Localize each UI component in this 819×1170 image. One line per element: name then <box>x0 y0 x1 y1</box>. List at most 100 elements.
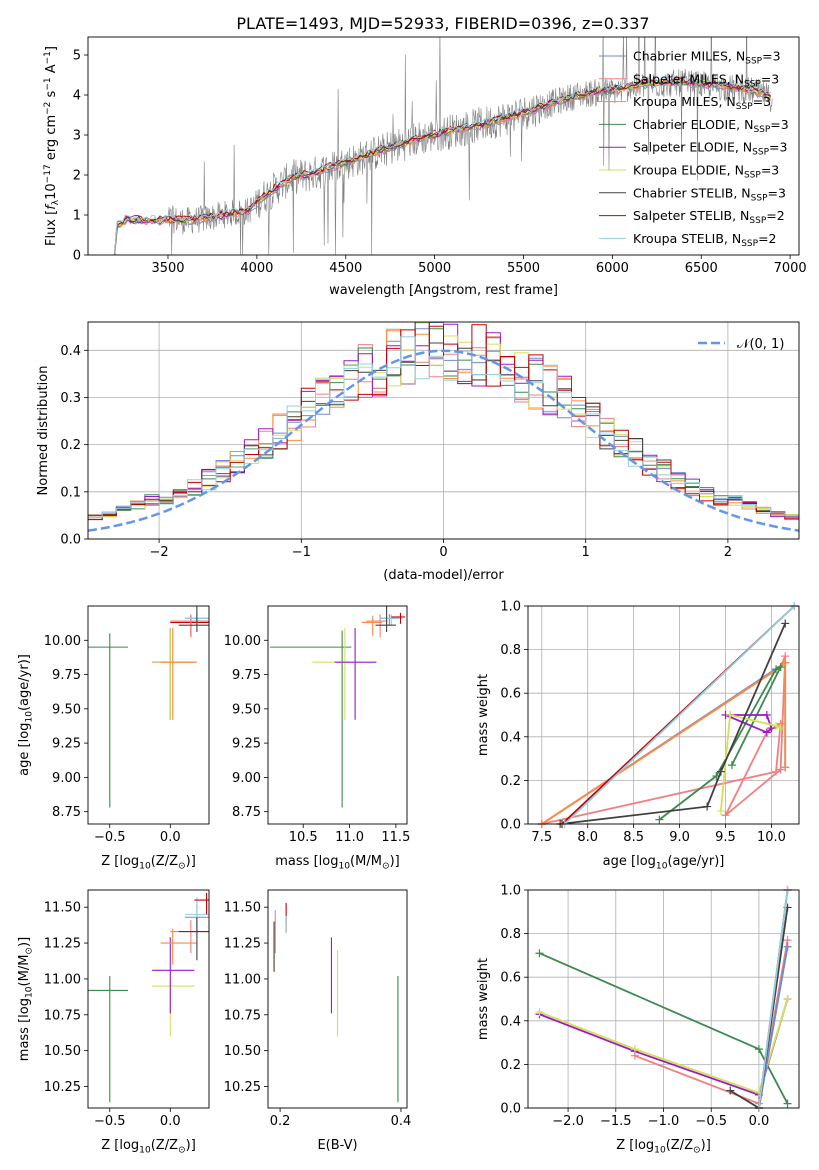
y-tick-label: 0.2 <box>60 438 81 453</box>
y-tick-label: 11.00 <box>224 972 261 987</box>
errorbar-point <box>366 614 388 638</box>
x-tick-label: 4000 <box>240 261 273 276</box>
y-tick-label: 9.75 <box>52 668 81 683</box>
weight-point-marker <box>781 763 790 772</box>
spectrum-axes: 3500 4000 4500 5000 5500 6000 6500 7000 0 1 2 3 4 5 Ch… <box>43 36 807 298</box>
weight-point-marker <box>776 663 785 672</box>
x-tick-label: 2 <box>724 545 732 560</box>
x-tick-label: 9.5 <box>715 830 736 845</box>
errorbar-point <box>375 606 396 633</box>
weight-series-line <box>758 946 789 1108</box>
axes-frame <box>267 605 408 825</box>
errorbar-point <box>184 897 209 932</box>
y-tick-label: 0 <box>73 249 81 264</box>
x-tick-label: 7.5 <box>531 830 552 845</box>
axes-frame <box>87 605 210 825</box>
legend-entry: Chabrier STELIB, NSSP=3 <box>633 185 786 203</box>
legend-entry: Salpeter MILES, NSSP=3 <box>633 71 779 89</box>
y-tick-label: 0.2 <box>500 774 521 789</box>
model-spectrum-line <box>114 77 771 252</box>
y-tick-label: 10.50 <box>44 1044 81 1059</box>
axes-frame <box>527 889 800 1109</box>
y-tick-label: 10.25 <box>224 1080 261 1095</box>
model-spectrum-line <box>114 80 771 255</box>
observed-spectrum-line <box>114 37 773 255</box>
y-tick-label: 0.4 <box>60 344 81 359</box>
y-tick-label: 9.00 <box>52 771 81 786</box>
weight-series-line <box>560 623 787 824</box>
errorbar-point <box>184 902 209 932</box>
mass_vs_ebv-axes: 0.2 0.4 10.25 10.50 10.75 11.00 11.25 11.50 E(B-… <box>224 889 411 1153</box>
legend-entry: Kroupa ELODIE, NSSP=3 <box>633 163 779 181</box>
x-tick-label: 11.0 <box>335 830 364 845</box>
x-tick-label: −1.0 <box>648 1114 680 1129</box>
y-tick-label: 0.8 <box>500 927 521 942</box>
x-tick-label: 10.0 <box>757 830 786 845</box>
histogram-step-line <box>88 336 799 518</box>
x-tick-label: 0 <box>439 545 447 560</box>
errorbar-point <box>152 978 195 1037</box>
y-tick-label: 11.25 <box>44 937 81 952</box>
x-tick-label: −0.5 <box>695 1114 727 1129</box>
weight-point-marker <box>630 1051 639 1060</box>
x-tick-label: 4500 <box>329 261 362 276</box>
weight-point-marker <box>776 765 785 774</box>
y-tick-label: 2 <box>73 169 81 184</box>
weight-point-marker <box>721 811 730 820</box>
errorbar-point <box>88 633 128 808</box>
y-tick-label: 1.0 <box>500 600 521 615</box>
x-tick-label: 0.2 <box>270 1114 291 1129</box>
x-tick-label: 0.0 <box>749 1114 770 1129</box>
y-tick-label: 10.00 <box>224 634 261 649</box>
weight-series-line <box>658 665 783 821</box>
weight_vs_age-axes: 7.5 8.0 8.5 9.0 9.5 10.0 0.0 0.2 0.4 0.6 0.8 1.0 age… <box>476 600 800 871</box>
normal-distribution-curve <box>88 349 799 532</box>
errorbar-point <box>170 614 209 638</box>
y-tick-label: 8.75 <box>232 805 261 820</box>
x-axis-label: Z [log10(Z/Z⊙)] <box>616 1138 711 1155</box>
axes-frame <box>527 605 800 825</box>
y-axis-label: mass [log10(M/M⊙)] <box>17 937 34 1061</box>
errorbar-point <box>391 612 406 624</box>
y-tick-label: 0.8 <box>500 643 521 658</box>
legend-entry: Chabrier ELODIE, NSSP=3 <box>633 117 789 135</box>
x-tick-label: −2.0 <box>552 1114 584 1129</box>
weight-point-marker <box>781 619 790 628</box>
axes-frame <box>87 321 800 540</box>
weight-point-marker <box>762 711 771 719</box>
weight-point-marker <box>535 1008 544 1017</box>
legend-entry: 𝒩(0, 1) <box>737 337 784 352</box>
weight-point-marker <box>716 767 725 776</box>
errorbar-point <box>152 627 195 720</box>
model-spectrum-line <box>114 76 771 254</box>
y-tick-label: 10.00 <box>44 634 81 649</box>
legend-entry: Salpeter ELODIE, NSSP=3 <box>633 140 787 158</box>
y-tick-label: 9.25 <box>232 737 261 752</box>
weight-series-line <box>729 907 789 1108</box>
errorbar-point <box>269 630 352 808</box>
x-tick-label: 6500 <box>685 261 718 276</box>
x-tick-label: −2 <box>150 545 169 560</box>
weight-point-marker <box>772 665 781 674</box>
x-tick-label: 5500 <box>507 261 540 276</box>
weight-point-marker <box>772 721 781 730</box>
x-tick-label: −1 <box>292 545 311 560</box>
x-axis-label: E(B-V) <box>317 1138 357 1153</box>
weight-series-line <box>539 998 789 1094</box>
legend-entry: Kroupa STELIB, NSSP=2 <box>633 231 777 249</box>
errorbar-point <box>361 615 382 637</box>
x-tick-label: 5000 <box>418 261 451 276</box>
residuals-axes: −2 −1 0 1 2 0.0 0.1 0.2 0.3 0.4 𝒩(0, 1) (data-model… <box>36 321 800 583</box>
y-tick-label: 0.1 <box>60 485 81 500</box>
weight-point-marker <box>655 815 664 824</box>
y-tick-label: 11.00 <box>44 972 81 987</box>
y-tick-label: 10.75 <box>224 1008 261 1023</box>
y-tick-label: 0.0 <box>60 533 81 548</box>
weight-point-marker <box>703 802 712 811</box>
y-tick-label: 11.50 <box>44 901 81 916</box>
legend-entry: Kroupa MILES, NSSP=3 <box>633 94 771 112</box>
axes-frame <box>87 889 210 1109</box>
weight-series-line <box>541 660 787 824</box>
errorbar-point <box>152 627 195 720</box>
y-axis-label: mass weight <box>476 958 491 1040</box>
